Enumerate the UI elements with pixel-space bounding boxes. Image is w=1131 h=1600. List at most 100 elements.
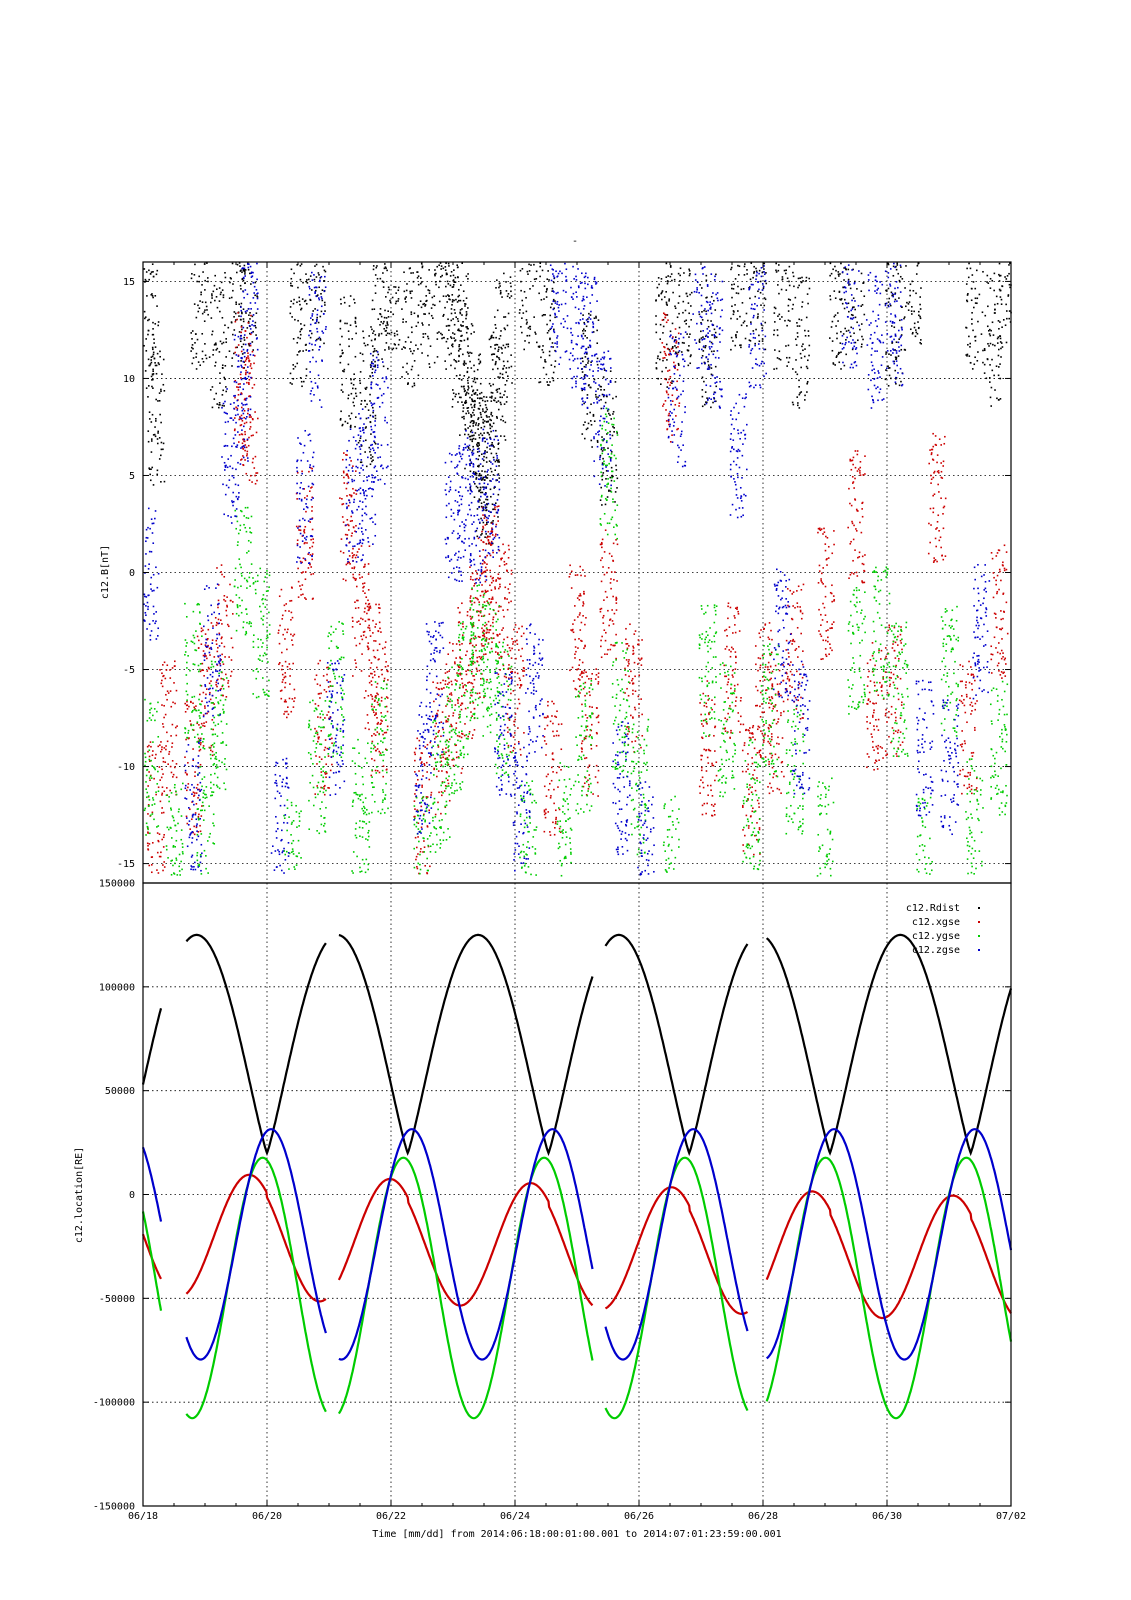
data-point bbox=[468, 681, 471, 684]
data-point bbox=[385, 705, 388, 708]
data-point bbox=[486, 631, 488, 634]
data-point bbox=[790, 661, 792, 663]
data-point bbox=[246, 450, 249, 453]
data-point bbox=[492, 576, 494, 579]
data-point bbox=[727, 712, 729, 715]
data-point bbox=[715, 385, 718, 388]
data-point bbox=[497, 447, 500, 450]
data-point bbox=[463, 339, 466, 342]
data-point bbox=[211, 294, 213, 297]
data-point bbox=[297, 319, 299, 322]
data-point bbox=[554, 827, 556, 829]
data-point bbox=[588, 774, 591, 776]
data-point bbox=[412, 272, 414, 274]
data-point bbox=[305, 280, 308, 283]
data-point bbox=[989, 381, 991, 383]
data-point bbox=[666, 391, 668, 394]
data-point bbox=[736, 331, 738, 333]
data-point bbox=[543, 285, 546, 287]
data-point bbox=[490, 335, 493, 338]
data-point bbox=[767, 735, 769, 737]
data-point bbox=[702, 719, 705, 722]
data-point bbox=[368, 545, 371, 547]
data-point bbox=[199, 824, 201, 827]
data-point bbox=[740, 288, 743, 291]
data-point bbox=[393, 332, 396, 335]
data-point bbox=[370, 680, 373, 682]
data-point bbox=[222, 389, 225, 392]
data-point bbox=[211, 406, 214, 409]
data-point bbox=[256, 472, 259, 474]
data-point bbox=[284, 638, 286, 640]
data-point bbox=[161, 812, 163, 814]
data-point bbox=[301, 327, 303, 330]
data-point bbox=[244, 459, 246, 461]
data-point bbox=[157, 745, 160, 748]
data-point bbox=[360, 403, 362, 405]
data-point bbox=[499, 289, 502, 292]
data-point bbox=[480, 413, 482, 416]
data-point bbox=[572, 623, 574, 625]
data-point bbox=[763, 711, 766, 713]
data-point bbox=[206, 309, 208, 311]
data-point bbox=[386, 697, 389, 699]
data-point bbox=[150, 361, 153, 364]
data-point bbox=[160, 741, 162, 743]
data-point bbox=[244, 330, 247, 332]
data-point bbox=[755, 270, 758, 272]
data-point bbox=[488, 338, 491, 341]
data-point bbox=[634, 630, 637, 632]
data-point bbox=[320, 758, 323, 761]
data-point bbox=[490, 397, 493, 399]
data-point bbox=[194, 342, 196, 344]
data-point bbox=[438, 791, 440, 794]
data-point bbox=[233, 417, 236, 419]
data-point bbox=[702, 692, 705, 695]
data-point bbox=[238, 262, 241, 264]
data-point bbox=[862, 338, 864, 341]
data-point bbox=[356, 551, 359, 553]
data-point bbox=[787, 304, 790, 307]
data-point bbox=[380, 332, 383, 335]
data-point bbox=[386, 670, 388, 672]
data-point bbox=[604, 503, 607, 506]
data-point bbox=[157, 321, 160, 323]
data-point bbox=[446, 301, 449, 303]
data-point bbox=[706, 401, 708, 404]
data-point bbox=[364, 592, 366, 594]
data-point bbox=[519, 309, 521, 311]
data-point bbox=[221, 394, 224, 396]
data-point bbox=[354, 387, 357, 390]
data-point bbox=[339, 417, 342, 420]
data-point bbox=[430, 314, 433, 317]
data-point bbox=[161, 748, 163, 751]
data-point bbox=[552, 722, 554, 725]
data-point bbox=[800, 588, 803, 591]
data-point bbox=[754, 789, 757, 792]
data-point bbox=[486, 678, 488, 681]
data-point bbox=[490, 336, 493, 339]
data-point bbox=[284, 672, 287, 674]
data-point bbox=[162, 864, 164, 866]
data-point bbox=[229, 277, 232, 279]
data-point bbox=[245, 446, 248, 449]
data-point bbox=[204, 633, 207, 635]
data-point bbox=[770, 703, 773, 705]
data-point bbox=[405, 289, 408, 292]
data-point bbox=[495, 601, 498, 604]
data-point bbox=[189, 720, 192, 722]
data-point bbox=[278, 595, 281, 598]
data-point bbox=[860, 323, 863, 325]
data-point bbox=[448, 693, 451, 696]
data-point bbox=[428, 324, 430, 326]
data-point bbox=[447, 653, 450, 656]
data-point bbox=[299, 330, 301, 333]
data-point bbox=[711, 762, 713, 765]
data-point bbox=[514, 640, 517, 643]
data-point bbox=[657, 277, 660, 279]
data-point bbox=[776, 742, 778, 745]
data-point bbox=[450, 723, 452, 726]
data-point bbox=[465, 275, 468, 278]
data-point bbox=[485, 461, 488, 463]
data-point bbox=[787, 675, 789, 678]
